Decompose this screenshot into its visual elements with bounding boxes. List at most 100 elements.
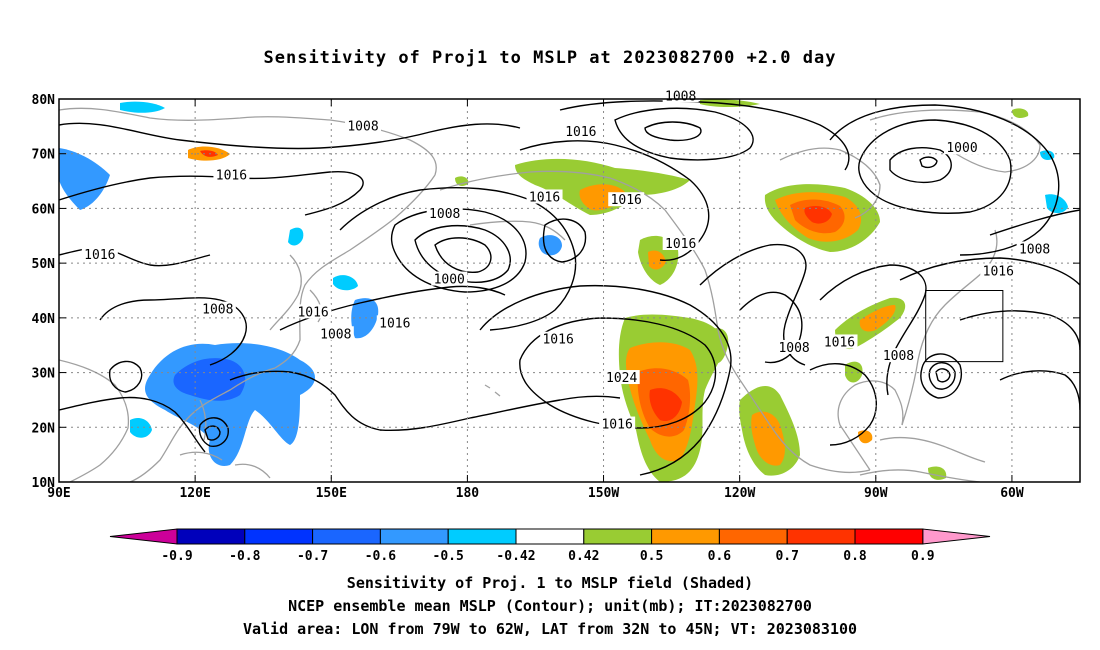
contour-1016-pacific	[229, 370, 621, 432]
coast-gulf	[837, 380, 904, 471]
contour-label: 1016	[529, 190, 560, 205]
coast-china	[129, 367, 276, 482]
contour-label-bg	[376, 315, 413, 330]
caption-line-3: Valid area: LON from 79W to 62W, LAT fro…	[242, 620, 858, 638]
colorbar-box	[244, 528, 314, 545]
colorbar-box	[379, 528, 449, 545]
contour-label-bg	[662, 235, 699, 250]
neg-shade-nw	[59, 148, 110, 210]
contour-label-bg	[980, 263, 1017, 278]
pos-shade-gulfcal	[707, 328, 729, 364]
colorbar-box	[718, 528, 788, 545]
colorbar-label: -0.9	[161, 549, 192, 564]
contour-label-bg	[1016, 241, 1053, 256]
contour-label-bg	[599, 416, 636, 431]
pos-shade-mexico-orange	[751, 411, 785, 466]
coast-aleutian	[469, 220, 566, 241]
neg-shade-aleutian	[538, 235, 562, 256]
colorbar-label: 0.8	[843, 549, 867, 564]
coast-na-east	[901, 229, 998, 426]
neg-shade-asia-light	[130, 418, 152, 438]
colorbar-box	[786, 528, 856, 545]
colorbar-label: -0.5	[433, 549, 464, 564]
colorbar-high-end-triangle	[922, 528, 991, 545]
contour-label: 1016	[983, 264, 1014, 279]
coast-asia-arctic	[59, 107, 437, 176]
contour-label-bg	[540, 331, 577, 346]
contour-label: 1000	[434, 273, 465, 288]
contour-1016-na	[739, 291, 803, 364]
figure-title: Sensitivity of Proj1 to MSLP at 20230827…	[263, 48, 837, 68]
colorbar-label: 0.9	[911, 549, 934, 564]
colorbar-box	[854, 528, 924, 545]
coast-se-asia	[59, 359, 130, 482]
lat-label: 80N	[32, 93, 56, 108]
contour-label-bg	[199, 301, 236, 316]
lat-label: 70N	[32, 148, 56, 163]
contour-1008-atlantic	[989, 209, 1080, 236]
contour-label: 1000	[946, 141, 977, 156]
lon-label: 90W	[864, 486, 888, 501]
contour-label-bg	[608, 192, 645, 207]
contour-label-bg	[345, 118, 382, 133]
contour-label: 1016	[297, 305, 328, 320]
contour-label-bg	[562, 123, 599, 138]
contour-label-bg	[295, 304, 332, 319]
lon-label: 60W	[1000, 486, 1024, 501]
contour-lo-asia-inner	[108, 360, 143, 393]
lat-label: 10N	[32, 476, 56, 491]
colorbar-label: 0.7	[775, 549, 798, 564]
contour-1016-atl-sub	[999, 370, 1080, 411]
contour-label: 1008	[665, 89, 696, 104]
contour-1000-greenland-lo	[858, 119, 1012, 214]
contour-atl-lo	[928, 362, 956, 390]
contour-1016-nasia	[59, 171, 364, 216]
pos-shade-lab	[1012, 108, 1029, 118]
colorbar-label: -0.8	[229, 549, 260, 564]
contour-1016-sasia	[59, 396, 206, 453]
contour-arctic-lo-inner	[644, 121, 702, 142]
neg-shade-arctic	[120, 101, 165, 113]
contour-1016-atl-s	[959, 310, 1080, 351]
contour-1008-lo	[390, 208, 527, 293]
contour-label-bg	[526, 189, 563, 204]
neg-shade-asia-core	[173, 358, 246, 401]
lat-label: 20N	[32, 421, 56, 436]
contour-label-bg	[880, 348, 917, 363]
pos-shade-gulf	[845, 361, 863, 383]
colorbar-label: 0.5	[640, 549, 663, 564]
contour-label-bg	[944, 140, 981, 155]
coast-alaska	[439, 170, 666, 211]
contour-label: 1008	[429, 207, 460, 222]
lon-label: 180	[456, 486, 480, 501]
contour-label-bg	[603, 370, 640, 385]
coast-indonesia	[179, 451, 271, 479]
contour-label: 1016	[601, 418, 632, 433]
contour-1000-lo-inner	[434, 237, 492, 273]
pos-shade-canada-red	[804, 206, 832, 224]
valid-area-box	[925, 290, 1004, 363]
contour-label: 1008	[883, 349, 914, 364]
lat-label: 30N	[32, 367, 56, 382]
coast-carib	[879, 436, 986, 463]
contour-label: 1016	[379, 316, 410, 331]
axis-ticks	[58, 98, 1080, 483]
coast-mexico	[739, 379, 871, 474]
contour-greenland-lo-inner	[889, 147, 952, 184]
colorbar-label: -0.42	[496, 549, 535, 564]
longitude-labels: 90E 120E 150E 180 150W 120W 90W 60W	[47, 486, 1024, 501]
coast-asia-east	[274, 174, 436, 369]
contour-1008-greenland-outer	[829, 104, 1060, 256]
map-panel: 1008 1016 1016 1008 1016 1008 1008 1000 1016 1016…	[32, 88, 1081, 501]
pos-shade-eastpac-red	[649, 388, 682, 422]
colorbar-box	[515, 528, 585, 545]
colorbar-low-end-triangle	[109, 528, 178, 545]
contour-label-bg	[426, 205, 463, 220]
contour-atl-lo-outer	[920, 353, 962, 399]
contour-lo-asia-inner2	[198, 417, 229, 447]
pos-shade-greatlakes-orange	[859, 305, 896, 332]
lat-label: 50N	[32, 257, 56, 272]
contour-label-bg	[81, 246, 118, 261]
contour-label: 1016	[216, 169, 247, 184]
contour-label: 1024	[606, 371, 637, 386]
